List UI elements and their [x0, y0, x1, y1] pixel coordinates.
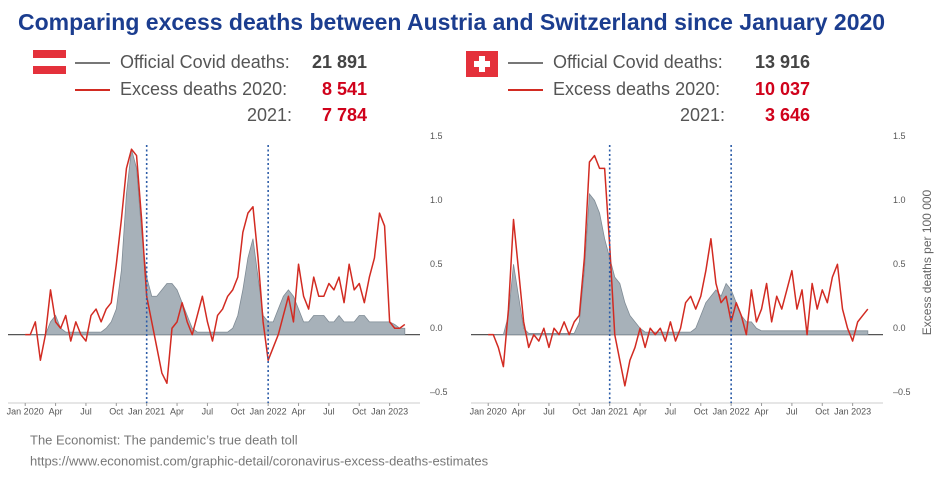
x-tick-label: Oct [572, 406, 587, 416]
excess-line [488, 154, 869, 387]
x-tick-label: Apr [512, 406, 526, 416]
x-tick-label: Apr [755, 406, 769, 416]
x-tick-label: Apr [633, 406, 647, 416]
x-tick-label: Jan 2022 [713, 406, 750, 416]
x-tick-label: Apr [292, 406, 306, 416]
x-tick-label: Oct [352, 406, 367, 416]
flag-switzerland [466, 51, 498, 77]
y-tick-label: 1.5 [430, 131, 443, 141]
y-tick-label: 0.5 [430, 259, 443, 269]
x-tick-label: Jan 2021 [128, 406, 165, 416]
x-tick-label: Jan 2022 [250, 406, 287, 416]
chart-title: Comparing excess deaths between Austria … [18, 9, 885, 35]
y-tick-label: –0.5 [893, 387, 911, 397]
official-area [488, 192, 869, 336]
legend-total: 10 037 [755, 79, 810, 99]
y-tick-label: 0.0 [430, 323, 443, 333]
legend-label: 2021: [680, 105, 725, 125]
x-tick-label: Jul [323, 406, 335, 416]
x-tick-label: Oct [815, 406, 830, 416]
x-tick-label: Oct [694, 406, 709, 416]
source-url: https://www.economist.com/graphic-detail… [30, 453, 489, 468]
legend-label: Excess deaths 2020: [553, 79, 720, 99]
x-tick-label: Jul [202, 406, 214, 416]
y-tick-label: 0.5 [893, 259, 906, 269]
flag-austria [33, 50, 66, 74]
x-tick-label: Jan 2023 [371, 406, 408, 416]
official-area [25, 149, 406, 336]
legend-total: 13 916 [755, 52, 810, 72]
x-tick-label: Jan 2021 [591, 406, 628, 416]
x-tick-label: Jul [543, 406, 555, 416]
excess-line [25, 148, 406, 385]
y-axis-label: Excess deaths per 100 000 [920, 189, 934, 335]
x-tick-label: Apr [170, 406, 184, 416]
y-tick-label: 1.0 [893, 195, 906, 205]
x-tick-label: Jul [80, 406, 92, 416]
x-tick-label: Jan 2020 [470, 406, 507, 416]
legend-total: 21 891 [312, 52, 367, 72]
x-tick-label: Jan 2023 [834, 406, 871, 416]
legend-label: Excess deaths 2020: [120, 79, 287, 99]
x-tick-label: Oct [109, 406, 124, 416]
x-tick-label: Jul [786, 406, 798, 416]
y-tick-label: 0.0 [893, 323, 906, 333]
y-tick-label: –0.5 [430, 387, 448, 397]
x-tick-label: Apr [49, 406, 63, 416]
source-title: The Economist: The pandemic’s true death… [30, 432, 298, 447]
legend-label: 2021: [247, 105, 292, 125]
legend-label: Official Covid deaths: [553, 52, 723, 72]
y-tick-label: 1.0 [430, 195, 443, 205]
legend-label: Official Covid deaths: [120, 52, 290, 72]
y-tick-label: 1.5 [893, 131, 906, 141]
legend-total: 7 784 [322, 105, 367, 125]
legend-total: 3 646 [765, 105, 810, 125]
x-tick-label: Jul [665, 406, 677, 416]
x-tick-label: Oct [231, 406, 246, 416]
legend-total: 8 541 [322, 79, 367, 99]
x-tick-label: Jan 2020 [7, 406, 44, 416]
